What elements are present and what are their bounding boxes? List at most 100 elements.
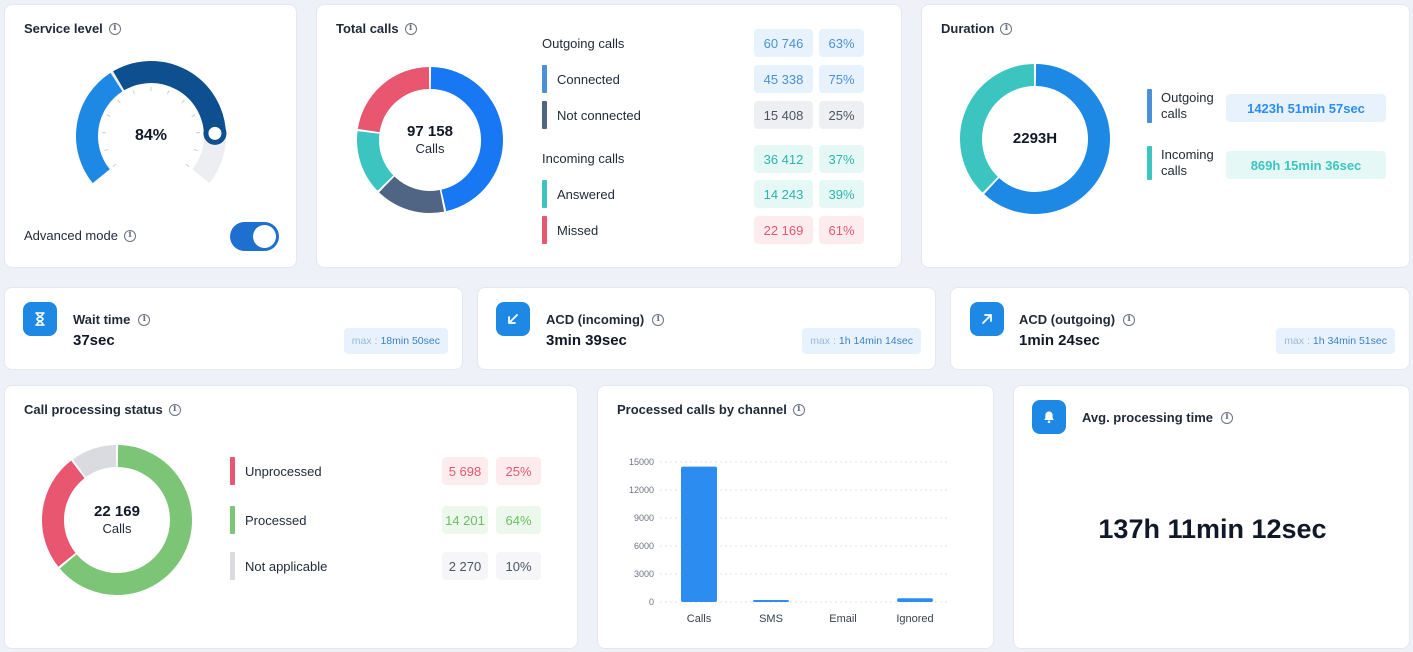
info-icon[interactable]: i — [1000, 22, 1013, 35]
connected-count: 45 338 — [754, 65, 813, 93]
total-calls-title: Total calls i — [336, 21, 417, 36]
unprocessed-label: Unprocessed — [245, 464, 322, 479]
avg-processing-value: 137h 11min 12sec — [1098, 514, 1327, 544]
donut-segment-incoming-calls[interactable] — [960, 64, 1035, 193]
duration-incoming-value: 869h 15min 36sec — [1226, 151, 1386, 179]
donut-segment-not-connected[interactable] — [379, 176, 445, 213]
acd-outgoing-max-value: 1h 34min 51sec — [1312, 335, 1387, 347]
processed-label: Processed — [245, 513, 307, 528]
acd-incoming-label-text: ACD (incoming) — [546, 312, 645, 327]
not-applicable-marker — [230, 552, 235, 580]
not-applicable-pct: 10% — [496, 552, 541, 580]
bar-calls[interactable] — [681, 466, 717, 602]
y-tick-label: 0 — [649, 597, 654, 607]
info-icon[interactable]: i — [652, 313, 665, 326]
gauge-tick — [132, 90, 135, 95]
unprocessed-pct: 25% — [496, 457, 541, 485]
info-icon[interactable]: i — [138, 313, 151, 326]
unprocessed-count: 5 698 — [442, 457, 488, 485]
y-tick-label: 3000 — [634, 569, 654, 579]
processing-total: 22 169 — [94, 503, 140, 520]
info-icon[interactable]: i — [108, 22, 121, 35]
duration-card: Duration i 2293H Outgoing calls 1423h 51… — [921, 4, 1410, 268]
duration-incoming-marker — [1147, 146, 1152, 180]
gauge-tick — [112, 163, 117, 168]
acd-incoming-max-badge: max : 1h 14min 14sec — [802, 328, 921, 354]
donut-segment-missed[interactable] — [357, 67, 430, 133]
advanced-mode-label-text: Advanced mode — [24, 228, 118, 243]
not-connected-pct: 25% — [819, 101, 864, 129]
service-level-title: Service level i — [24, 21, 121, 36]
wait-time-max-value: 18min 50sec — [380, 335, 440, 347]
channel-chart-title: Processed calls by channel i — [617, 402, 805, 417]
gauge-tick — [104, 149, 109, 152]
answered-label: Answered — [557, 187, 615, 202]
total-calls-card: Total calls i 97 158 Calls Outgoing call… — [316, 4, 902, 268]
info-icon[interactable]: i — [1221, 411, 1233, 424]
info-icon[interactable]: i — [1123, 313, 1136, 326]
total-calls-title-text: Total calls — [336, 21, 399, 36]
connected-marker — [542, 65, 547, 93]
bar-sms[interactable] — [753, 600, 789, 602]
acd-outgoing-label: ACD (outgoing) i — [1019, 312, 1136, 327]
info-icon[interactable]: i — [404, 22, 417, 35]
processed-pct: 64% — [496, 506, 541, 534]
processing-status-center: 22 169 Calls — [67, 503, 167, 536]
processing-status-donut — [42, 445, 192, 595]
outgoing-calls-count: 60 746 — [754, 29, 813, 57]
connected-label: Connected — [557, 72, 620, 87]
x-tick-label: Email — [829, 613, 857, 625]
bar-ignored[interactable] — [897, 598, 933, 602]
incoming-calls-label: Incoming calls — [542, 151, 625, 166]
processed-marker — [230, 506, 235, 534]
service-level-value: 84% — [134, 127, 168, 144]
gauge-tick — [106, 114, 111, 118]
toggle-knob — [253, 225, 276, 248]
wait-time-max-badge: max : 18min 50sec — [343, 328, 448, 354]
arrow-up-right-icon — [970, 302, 1004, 336]
processed-count: 14 201 — [442, 506, 488, 534]
service-level-gauge — [76, 61, 227, 184]
processing-caption: Calls — [102, 521, 132, 536]
arrow-down-left-icon — [496, 302, 530, 336]
wait-time-value: 37sec — [73, 332, 115, 349]
donut-segment-connected[interactable] — [430, 67, 503, 212]
max-key: max : — [351, 335, 378, 347]
gauge-fill-light — [76, 72, 123, 184]
total-calls-center: 97 158 Calls — [380, 123, 480, 156]
missed-pct: 61% — [819, 216, 864, 244]
channel-chart-card: Processed calls by channel i 0 3000 6000 90… — [597, 385, 994, 649]
channel-bar-chart: 0 3000 6000 9000 12000 15000 Calls SMS Email Igno… — [629, 457, 948, 625]
incoming-calls-count: 36 412 — [754, 145, 813, 173]
info-icon[interactable]: i — [168, 403, 181, 416]
unprocessed-marker — [230, 457, 235, 485]
incoming-calls-pct: 37% — [819, 145, 864, 173]
gauge-tick — [117, 99, 121, 104]
duration-outgoing-marker — [1147, 89, 1152, 123]
gauge-knob[interactable] — [203, 121, 227, 145]
donut-segment-not-applicable[interactable] — [72, 445, 117, 478]
info-icon[interactable]: i — [792, 403, 805, 416]
acd-outgoing-card: ACD (outgoing) i 1min 24sec max : 1h 34m… — [950, 287, 1410, 370]
service-level-card: Service level i 84% Advanced mode i — [4, 4, 297, 268]
processing-status-card: Call processing status i 22 169 Calls Un… — [4, 385, 578, 649]
y-tick-label: 12000 — [629, 485, 654, 495]
processing-status-title: Call processing status i — [24, 402, 181, 417]
connected-pct: 75% — [819, 65, 864, 93]
avg-processing-label-text: Avg. processing time — [1082, 410, 1213, 425]
donut-segment-unprocessed[interactable] — [42, 460, 85, 567]
donut-segment-answered[interactable] — [357, 131, 394, 191]
gauge-tick — [193, 149, 198, 152]
acd-outgoing-max-badge: max : 1h 34min 51sec — [1276, 328, 1395, 354]
advanced-mode-toggle[interactable] — [230, 222, 279, 251]
max-key: max : — [810, 335, 836, 347]
channel-chart-title-text: Processed calls by channel — [617, 402, 787, 417]
donut-segment-processed[interactable] — [59, 445, 192, 595]
donut-segment-outgoing-calls[interactable] — [984, 64, 1110, 214]
missed-label: Missed — [557, 223, 599, 238]
info-icon[interactable]: i — [123, 229, 136, 242]
duration-outgoing-label: Outgoing calls — [1161, 90, 1214, 121]
acd-outgoing-label-text: ACD (outgoing) — [1019, 312, 1116, 327]
total-calls-count: 97 158 — [407, 123, 453, 140]
advanced-mode-label: Advanced mode i — [24, 228, 136, 243]
